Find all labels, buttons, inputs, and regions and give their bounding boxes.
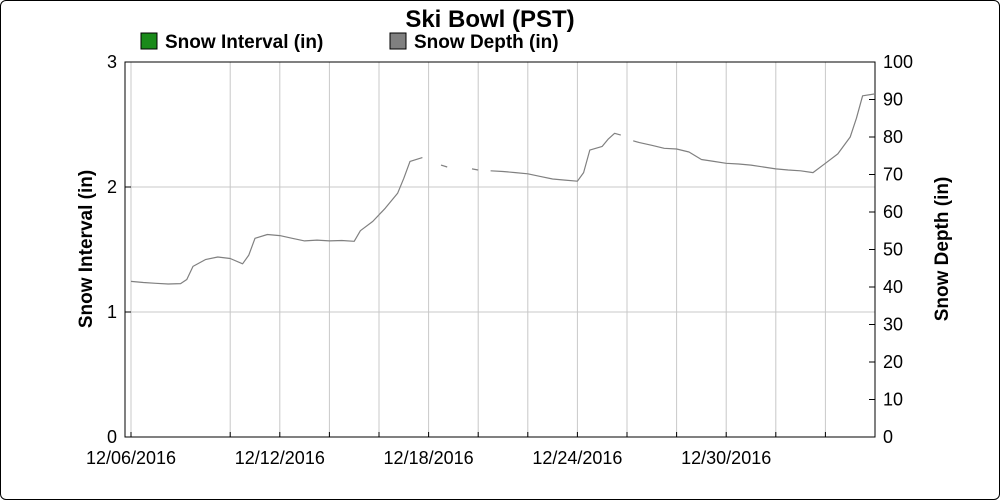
plot-area-border (124, 61, 876, 438)
y-left-tick-label: 2 (107, 177, 117, 197)
y-right-tick-label: 10 (883, 390, 903, 410)
y-right-tick-label: 20 (883, 352, 903, 372)
x-tick-label: 12/24/2016 (532, 448, 622, 468)
y-right-tick-label: 50 (883, 240, 903, 260)
y-left-axis-label: Snow Interval (in) (76, 170, 97, 328)
series-layer (130, 93, 876, 285)
snow-depth-line (130, 157, 423, 285)
chart-title: Ski Bowl (PST) (405, 6, 574, 33)
grid-lines (125, 62, 875, 437)
legend-label-snow-interval: Snow Interval (in) (165, 32, 323, 53)
y-right-tick-label: 100 (883, 52, 913, 72)
snow-depth-line (440, 164, 448, 168)
y-right-tick-label: 90 (883, 90, 903, 110)
x-tick-label: 12/06/2016 (86, 448, 176, 468)
legend-label-snow-depth: Snow Depth (in) (414, 32, 559, 53)
y-right-axis-label: Snow Depth (in) (932, 177, 953, 322)
x-tick-label: 12/18/2016 (384, 448, 474, 468)
y-left-tick-label: 0 (107, 427, 117, 447)
snow-depth-line (633, 93, 876, 174)
y-right-tick-label: 70 (883, 165, 903, 185)
x-tick-label: 12/30/2016 (681, 448, 771, 468)
legend: Snow Interval (in) Snow Depth (in) (140, 32, 559, 53)
snow-depth-line (471, 168, 479, 171)
y-right-tick-label: 30 (883, 315, 903, 335)
snow-depth-line (490, 132, 621, 182)
x-tick-label: 12/12/2016 (235, 448, 325, 468)
y-left-tick-label: 3 (107, 52, 117, 72)
legend-swatch-snow-depth (389, 32, 407, 50)
y-right-tick-label: 40 (883, 277, 903, 297)
y-right-tick-label: 60 (883, 202, 903, 222)
legend-swatch-snow-interval (140, 32, 158, 50)
y-right-tick-label: 0 (883, 427, 893, 447)
y-right-tick-label: 80 (883, 127, 903, 147)
y-left-tick-label: 1 (107, 302, 117, 322)
